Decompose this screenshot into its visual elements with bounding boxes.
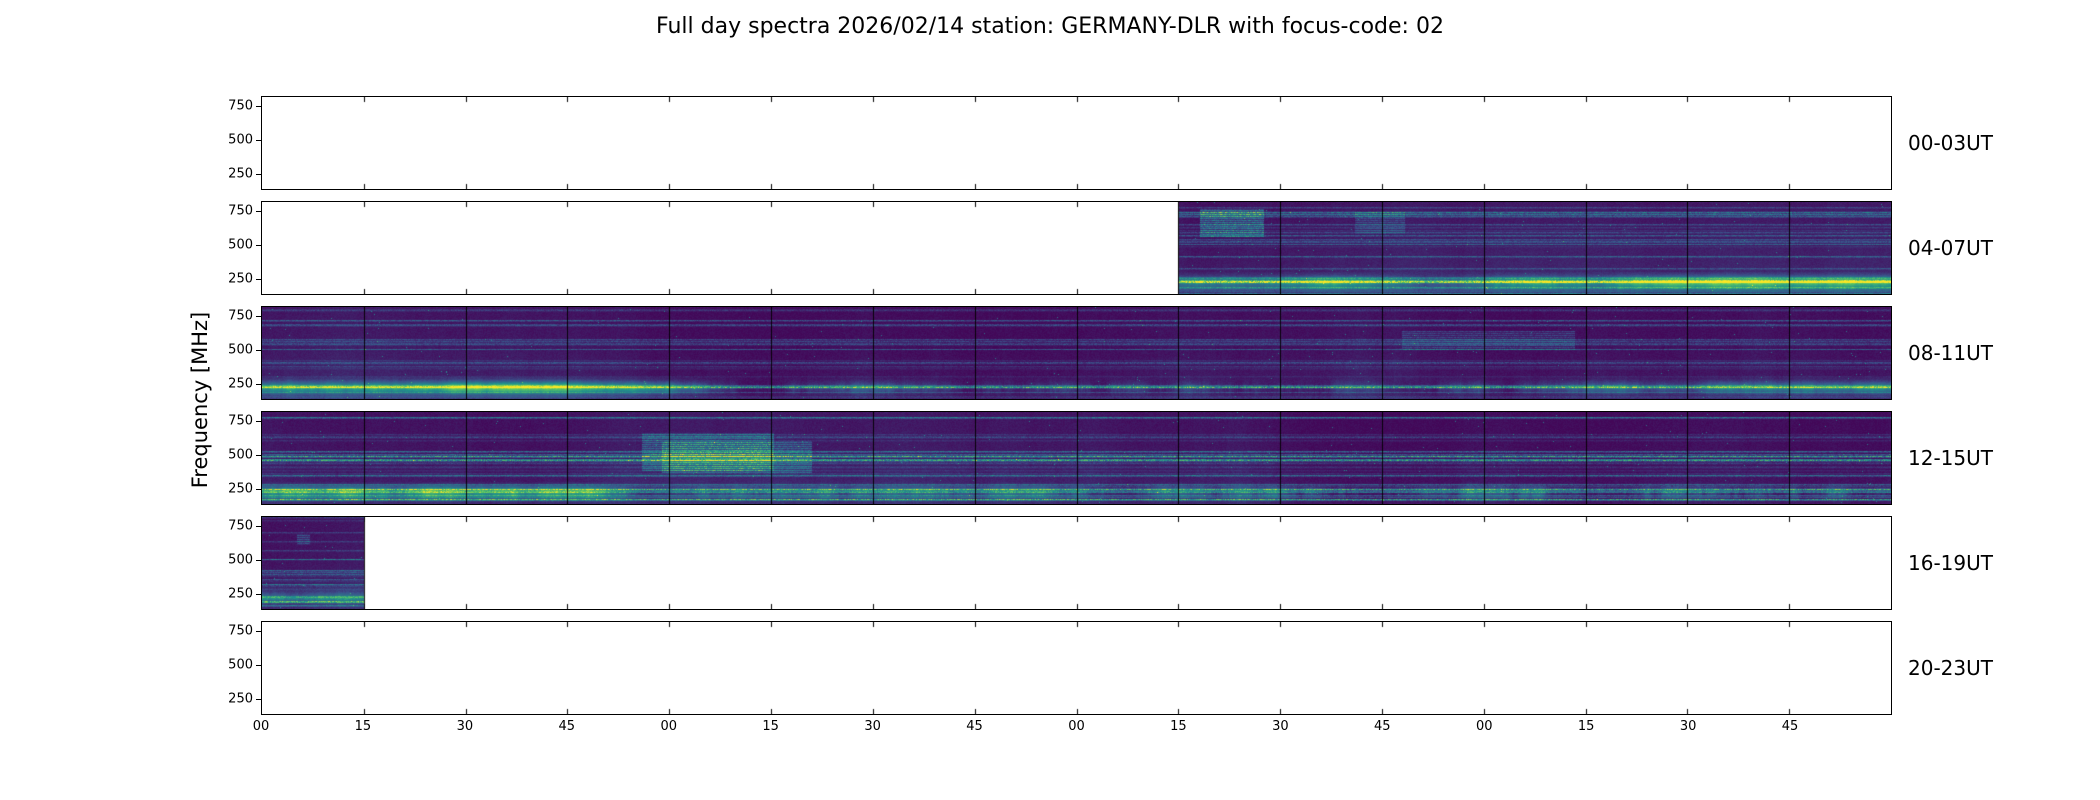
y-tick-mark [256,316,261,318]
y-tick-mark [256,279,261,281]
y-tick-label: 750 [228,413,253,429]
y-tick-mark [256,211,261,213]
panel-time-label: 00-03UT [1908,131,1993,155]
x-tick-label: 15 [1577,719,1595,734]
spectrogram-panel [261,306,1892,400]
x-tick-label: 00 [660,719,678,734]
y-tick-label: 500 [228,657,253,673]
spectrogram-panel [261,411,1892,505]
y-tick-label: 750 [228,308,253,324]
x-tick-label: 30 [456,719,474,734]
y-tick-mark [256,665,261,667]
y-tick-label: 750 [228,518,253,534]
x-tick-label: 15 [1170,719,1187,734]
x-tick-label: 30 [864,719,881,734]
x-tick-label: 00 [252,719,270,734]
y-tick-label: 250 [228,376,253,392]
spectrogram-canvas [262,517,1891,609]
y-tick-mark [256,594,261,596]
y-tick-mark [256,350,261,352]
y-tick-label: 500 [228,552,253,568]
y-tick-mark [256,245,261,247]
x-tick-label: 30 [1272,719,1289,734]
y-tick-mark [256,106,261,108]
spectrogram-canvas [262,307,1891,399]
y-tick-label: 750 [228,203,253,219]
y-tick-label: 250 [228,481,253,497]
y-tick-mark [256,140,261,142]
x-tick-label: 15 [354,719,372,734]
x-tick-label: 00 [1068,719,1085,734]
y-tick-label: 500 [228,237,253,253]
y-tick-label: 500 [228,342,253,358]
y-tick-label: 500 [228,132,253,148]
spectrogram-canvas [262,412,1891,504]
y-tick-mark [256,631,261,633]
y-tick-mark [256,421,261,423]
panel-time-label: 20-23UT [1908,656,1993,680]
x-tick-label: 00 [1475,719,1493,734]
x-tick-label: 30 [1679,719,1697,734]
spectrogram-panel [261,201,1892,295]
x-tick-label: 45 [558,719,576,734]
y-tick-mark [256,174,261,176]
panel-time-label: 16-19UT [1908,551,1993,575]
spectrogram-panel [261,516,1892,610]
y-tick-label: 250 [228,166,253,182]
y-tick-label: 500 [228,447,253,463]
spectrogram-panel [261,96,1892,190]
spectrogram-panel [261,621,1892,715]
y-tick-mark [256,699,261,701]
x-tick-label: 45 [966,719,983,734]
y-tick-label: 750 [228,623,253,639]
panel-time-label: 12-15UT [1908,446,1993,470]
y-axis-label: Frequency [MHz] [188,311,212,489]
spectrogram-canvas [262,622,1891,714]
y-tick-mark [256,489,261,491]
y-tick-mark [256,560,261,562]
spectrogram-canvas [262,202,1891,294]
y-tick-label: 750 [228,98,253,114]
panel-time-label: 04-07UT [1908,236,1993,260]
panel-time-label: 08-11UT [1908,341,1993,365]
y-tick-label: 250 [228,586,253,602]
y-tick-mark [256,384,261,386]
y-tick-label: 250 [228,271,253,287]
figure-title: Full day spectra 2026/02/14 station: GER… [656,14,1444,39]
x-tick-label: 15 [762,719,779,734]
x-tick-label: 45 [1781,719,1799,734]
x-tick-label: 45 [1374,719,1391,734]
y-tick-label: 250 [228,691,253,707]
y-tick-mark [256,526,261,528]
spectrogram-canvas [262,97,1891,189]
y-tick-mark [256,455,261,457]
